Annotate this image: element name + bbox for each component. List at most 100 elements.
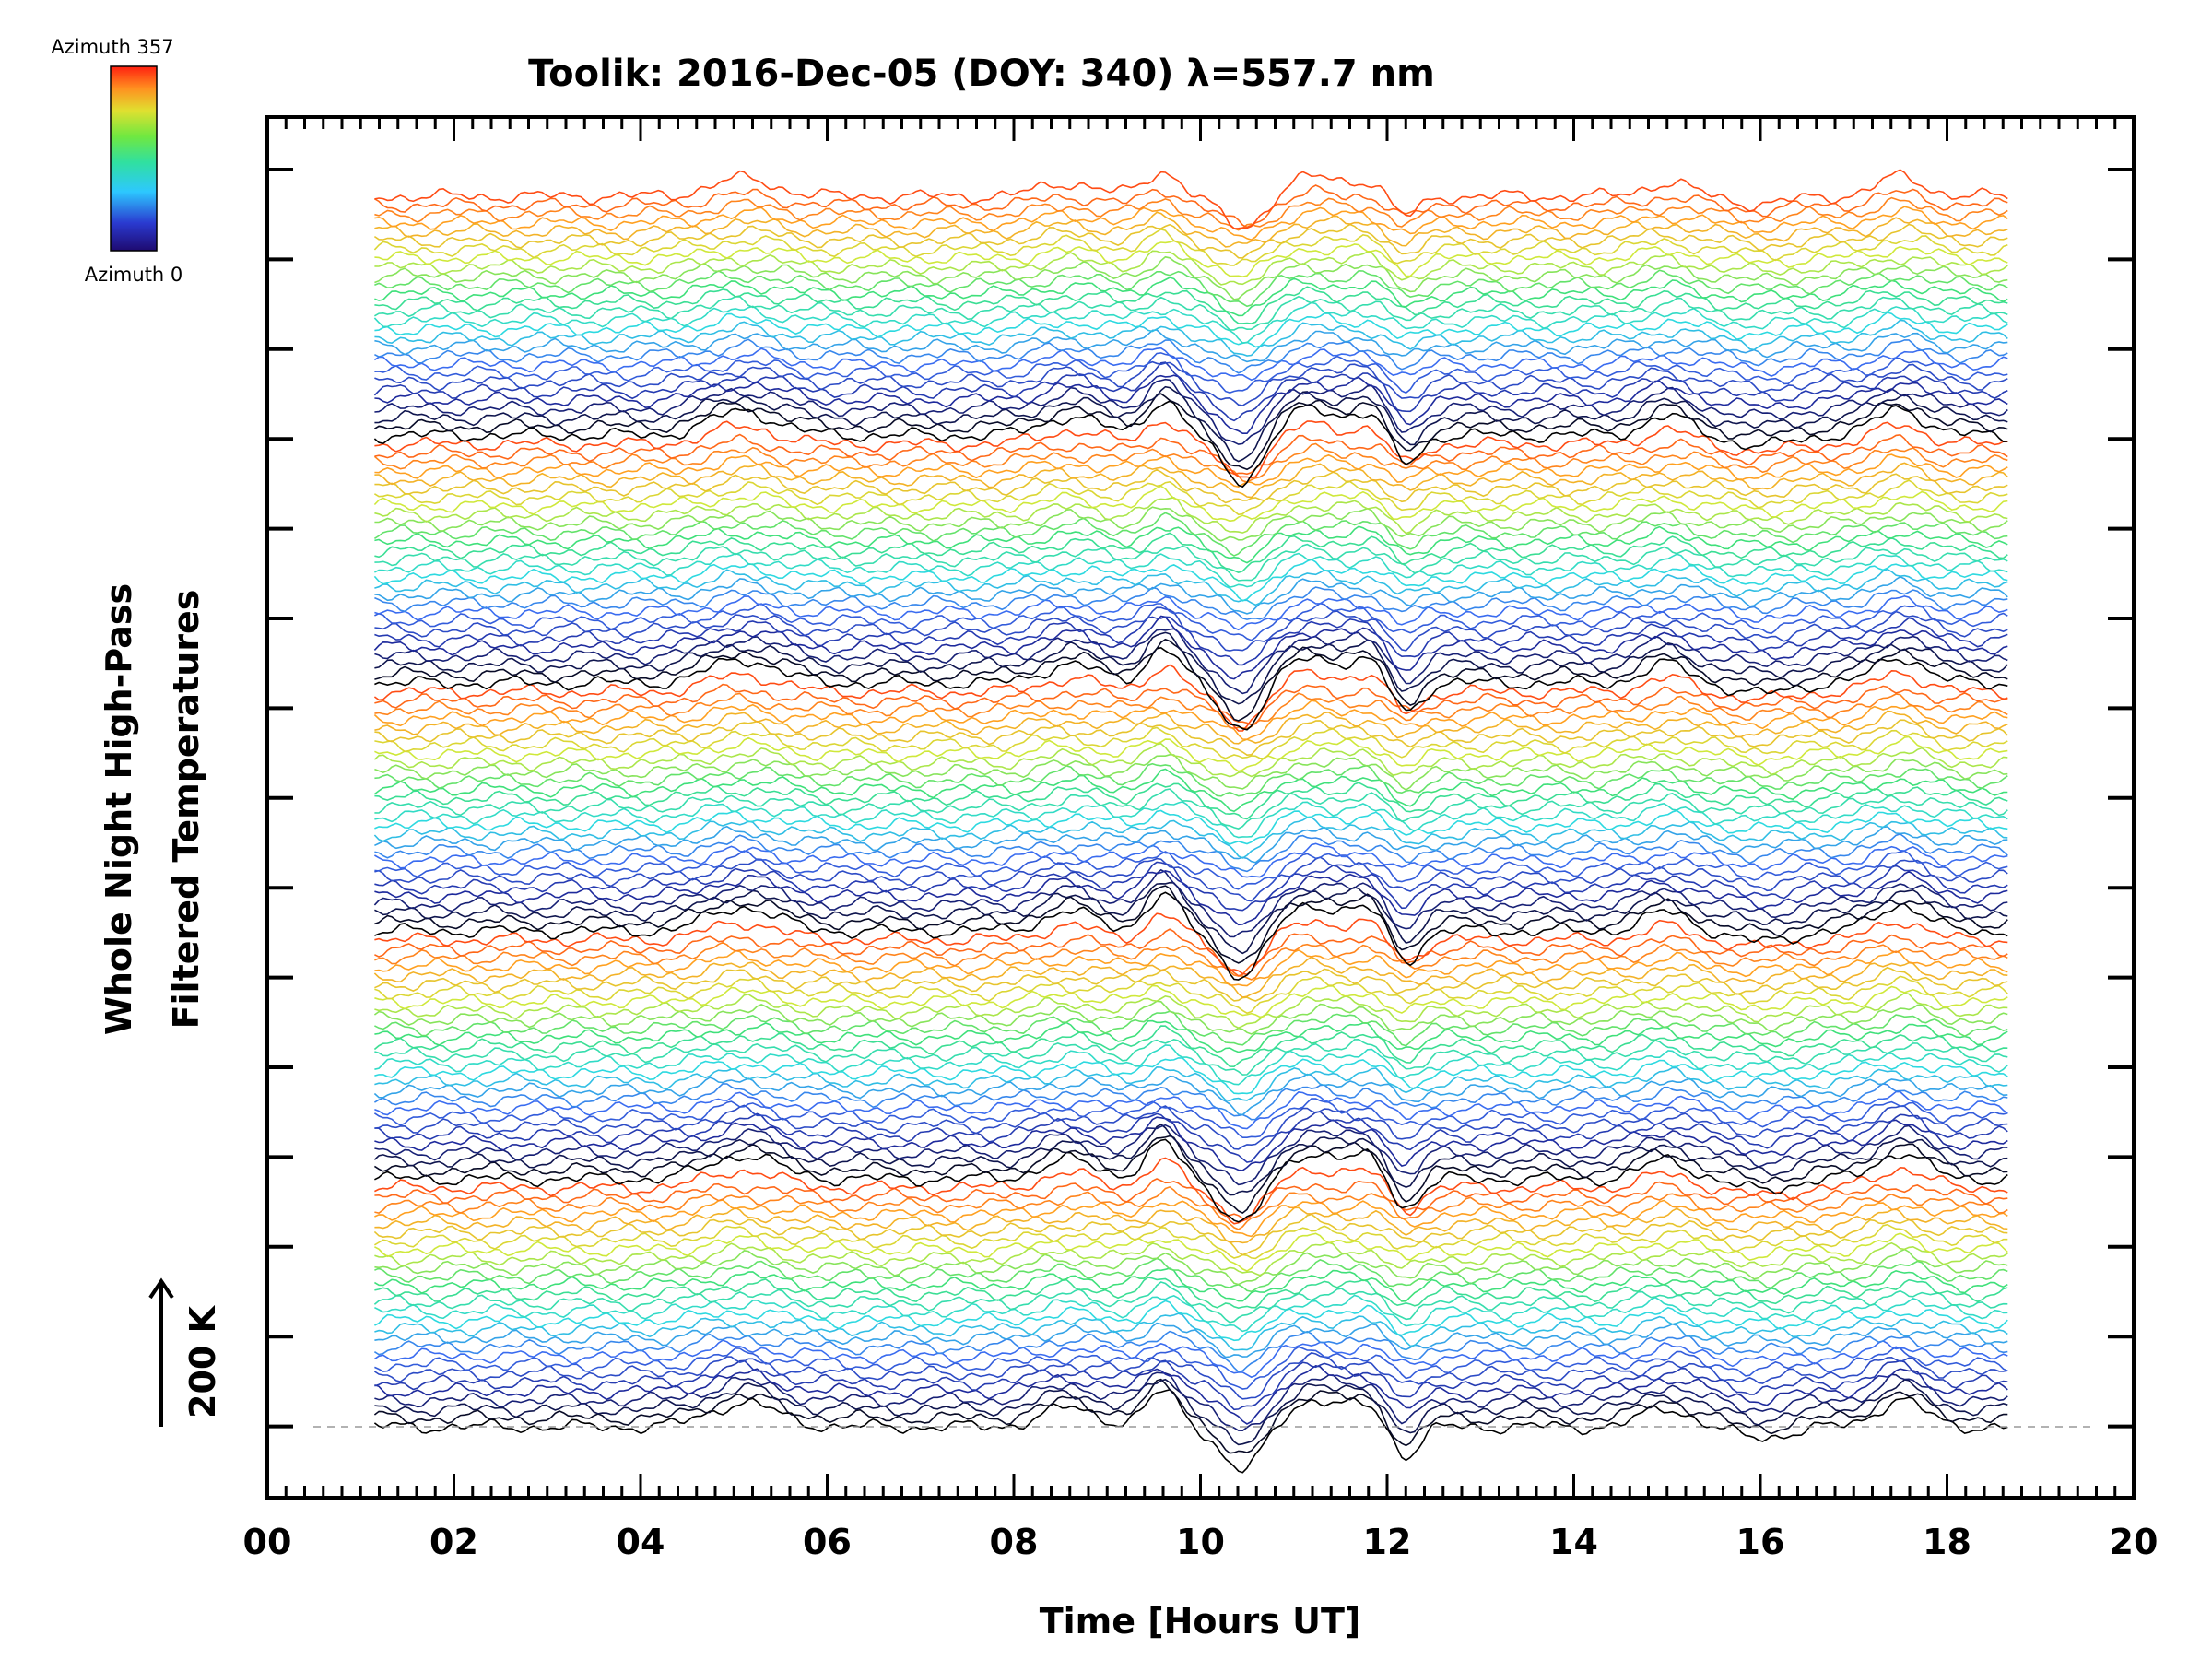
- temperature-trace: [374, 1312, 2008, 1351]
- temperature-trace: [374, 646, 2008, 731]
- temperature-trace: [374, 992, 2008, 1030]
- temperature-trace: [374, 966, 2008, 1002]
- temperature-trace: [374, 568, 2008, 606]
- temperature-trace: [374, 735, 2008, 772]
- temperature-trace: [373, 1339, 2008, 1379]
- temperature-trace: [373, 1223, 2008, 1260]
- temperature-trace: [374, 869, 2008, 926]
- temperature-trace: [374, 842, 2008, 878]
- temperature-trace: [374, 338, 2008, 374]
- temperature-trace: [374, 1322, 2008, 1359]
- temperature-trace: [373, 559, 2008, 602]
- temperature-trace: [374, 949, 2008, 987]
- temperature-trace: [374, 616, 2008, 666]
- temperature-trace: [374, 468, 2008, 504]
- temperature-trace: [374, 710, 2008, 745]
- temperature-trace: [374, 462, 2008, 499]
- temperature-trace: [374, 782, 2008, 820]
- x-tick-label: 04: [617, 1522, 665, 1562]
- temperature-trace: [374, 1057, 2008, 1095]
- temperature-trace: [374, 295, 2008, 331]
- temperature-trace: [373, 485, 2008, 523]
- temperature-trace: [374, 850, 2008, 890]
- temperature-trace: [374, 719, 2008, 757]
- temperature-trace: [374, 1378, 2008, 1446]
- temperature-trace: [373, 393, 2008, 471]
- temperature-trace: [374, 628, 2008, 695]
- temperature-trace: [374, 683, 2008, 726]
- temperature-trace: [374, 206, 2008, 241]
- temperature-trace: [374, 385, 2008, 463]
- temperature-trace: [374, 255, 2008, 300]
- temperature-trace: [374, 586, 2008, 620]
- temperature-trace: [374, 269, 2008, 308]
- temperature-trace: [374, 433, 2008, 476]
- temperature-trace: [374, 532, 2008, 573]
- x-tick-label: 16: [1736, 1522, 1785, 1562]
- temperature-trace: [373, 1098, 2008, 1138]
- temperature-trace: [373, 1123, 2008, 1196]
- temperature-trace: [373, 1135, 2008, 1215]
- temperature-trace: [374, 1267, 2008, 1302]
- x-tick-label: 14: [1549, 1522, 1598, 1562]
- temperature-trace: [373, 956, 2008, 998]
- temperature-trace: [373, 1000, 2008, 1035]
- temperature-trace: [374, 506, 2008, 542]
- x-tick-label: 18: [1923, 1522, 1971, 1562]
- temperature-trace: [374, 631, 2008, 705]
- temperature-trace: [374, 1257, 2008, 1293]
- temperature-trace: [374, 1359, 2008, 1411]
- temperature-trace: [374, 1248, 2008, 1286]
- temperature-trace: [373, 512, 2008, 557]
- colorbar-top-label: Azimuth 357: [51, 36, 173, 58]
- temperature-trace: [373, 223, 2008, 259]
- x-axis-label: Time [Hours UT]: [1040, 1601, 1361, 1641]
- temperature-trace: [373, 184, 2008, 229]
- temperature-trace: [374, 1111, 2008, 1163]
- temperature-trace: [373, 1073, 2008, 1116]
- temperature-trace: [374, 606, 2008, 652]
- temperature-trace: [374, 1364, 2008, 1425]
- temperature-trace: [374, 1186, 2008, 1230]
- temperature-trace: [374, 856, 2008, 902]
- temperature-trace: [373, 768, 2008, 813]
- trace-group: [373, 169, 2008, 1474]
- temperature-trace: [373, 228, 2008, 266]
- x-tick-label: 10: [1176, 1522, 1225, 1562]
- colorbar-bottom-label: Azimuth 0: [85, 264, 183, 286]
- x-tick-label: 06: [803, 1522, 852, 1562]
- x-tick-label: 08: [990, 1522, 1039, 1562]
- temperature-trace: [374, 276, 2008, 317]
- temperature-trace: [374, 575, 2008, 615]
- y-axis-label-line1: Whole Night High-Pass: [99, 583, 139, 1035]
- temperature-trace: [374, 453, 2008, 488]
- temperature-trace: [374, 1090, 2008, 1130]
- temperature-trace: [374, 1124, 2008, 1186]
- temperature-trace: [374, 788, 2008, 830]
- temperature-trace: [374, 196, 2008, 231]
- temperature-trace: [374, 928, 2008, 977]
- temperature-trace: [373, 1352, 2008, 1400]
- temperature-trace: [373, 615, 2008, 680]
- temperature-trace: [374, 594, 2008, 631]
- temperature-trace: [374, 1346, 2008, 1390]
- temperature-trace: [373, 1281, 2008, 1324]
- temperature-trace: [373, 301, 2008, 344]
- temperature-trace: [374, 881, 2008, 955]
- temperature-trace: [374, 319, 2008, 357]
- temperature-trace: [374, 329, 2008, 363]
- temperature-trace: [374, 984, 2008, 1018]
- temperature-trace: [374, 374, 2008, 434]
- temperature-trace: [373, 1389, 2008, 1474]
- x-tick-label: 20: [2110, 1522, 2159, 1562]
- temperature-trace: [374, 1157, 2008, 1225]
- temperature-trace: [374, 1044, 2008, 1086]
- temperature-trace: [374, 1010, 2008, 1047]
- x-tick-label: 02: [429, 1522, 478, 1562]
- temperature-trace: [374, 861, 2008, 912]
- temperature-trace: [374, 1206, 2008, 1244]
- temperature-trace: [373, 361, 2008, 422]
- temperature-trace: [374, 833, 2008, 873]
- temperature-trace: [374, 1065, 2008, 1102]
- temperature-trace: [374, 552, 2008, 588]
